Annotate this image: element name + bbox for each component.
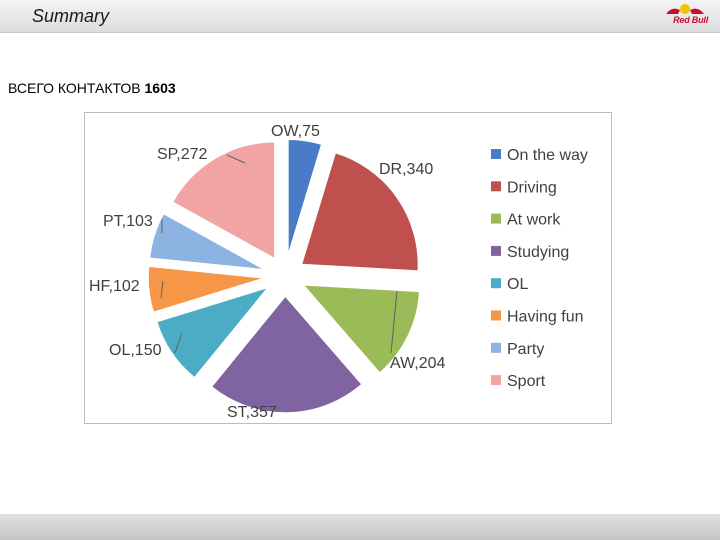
leader-line-hf (160, 280, 164, 299)
legend-swatch-7 (491, 342, 501, 353)
leader-line-sp (226, 154, 246, 164)
logo-text: Red Bull (673, 15, 708, 25)
data-label-ow: OW,75 (271, 123, 320, 140)
legend-label-8: Sport (507, 373, 546, 390)
pie-slice-st (210, 294, 364, 414)
pie-chart: OW,75 DR,340 AW,204 ST,357 OL,150 HF,102 PT,10… (89, 123, 588, 421)
pie-slice-ol (155, 285, 271, 379)
legend-swatch-4 (491, 245, 501, 256)
total-contacts-label: ВСЕГО КОНТАКТОВ (8, 80, 141, 96)
legend-swatch-5 (491, 278, 501, 289)
pie-slice-sp (171, 141, 276, 261)
legend-label-7: Party (507, 341, 544, 358)
data-label-ol: OL,150 (109, 342, 162, 359)
red-bull-logo-icon (666, 4, 704, 14)
leader-line-ol (174, 332, 183, 354)
legend-label-1: On the way (507, 147, 588, 164)
data-label-sp: SP,272 (157, 146, 208, 163)
legend-swatch-6 (491, 310, 501, 321)
title-bar: Summary Red Bull (0, 0, 720, 33)
legend-label-5: OL (507, 276, 528, 293)
footer-bar (0, 514, 720, 540)
data-label-hf: HF,102 (89, 278, 140, 295)
data-label-pt: PT,103 (103, 213, 153, 230)
total-contacts-value: 1603 (144, 80, 176, 96)
legend-label-4: Studying (507, 244, 569, 261)
pie-slice-hf (147, 265, 266, 314)
slide-title: Summary (32, 6, 110, 26)
legend-label-3: At work (507, 212, 561, 229)
legend-label-6: Having fun (507, 309, 584, 326)
data-label-st: ST,357 (227, 404, 277, 421)
legend-swatch-2 (491, 181, 501, 192)
legend-swatch-1 (491, 149, 501, 159)
data-label-dr: DR,340 (379, 161, 433, 178)
pie-slice-ow (287, 138, 323, 257)
pie-slice-aw (301, 283, 421, 375)
legend-swatch-3 (491, 213, 501, 224)
legend-swatch-8 (491, 375, 501, 386)
pie-slice-pt (148, 212, 267, 271)
leader-line-aw (390, 290, 398, 354)
pie-slice-dr (300, 151, 420, 272)
total-contacts: ВСЕГО КОНТАКТОВ 1603 (8, 80, 176, 96)
pie-chart-frame: OW,75 DR,340 AW,204 ST,357 OL,150 HF,102 PT,10… (84, 112, 612, 424)
data-label-aw: AW,204 (390, 355, 446, 372)
legend-label-2: Driving (507, 179, 557, 196)
